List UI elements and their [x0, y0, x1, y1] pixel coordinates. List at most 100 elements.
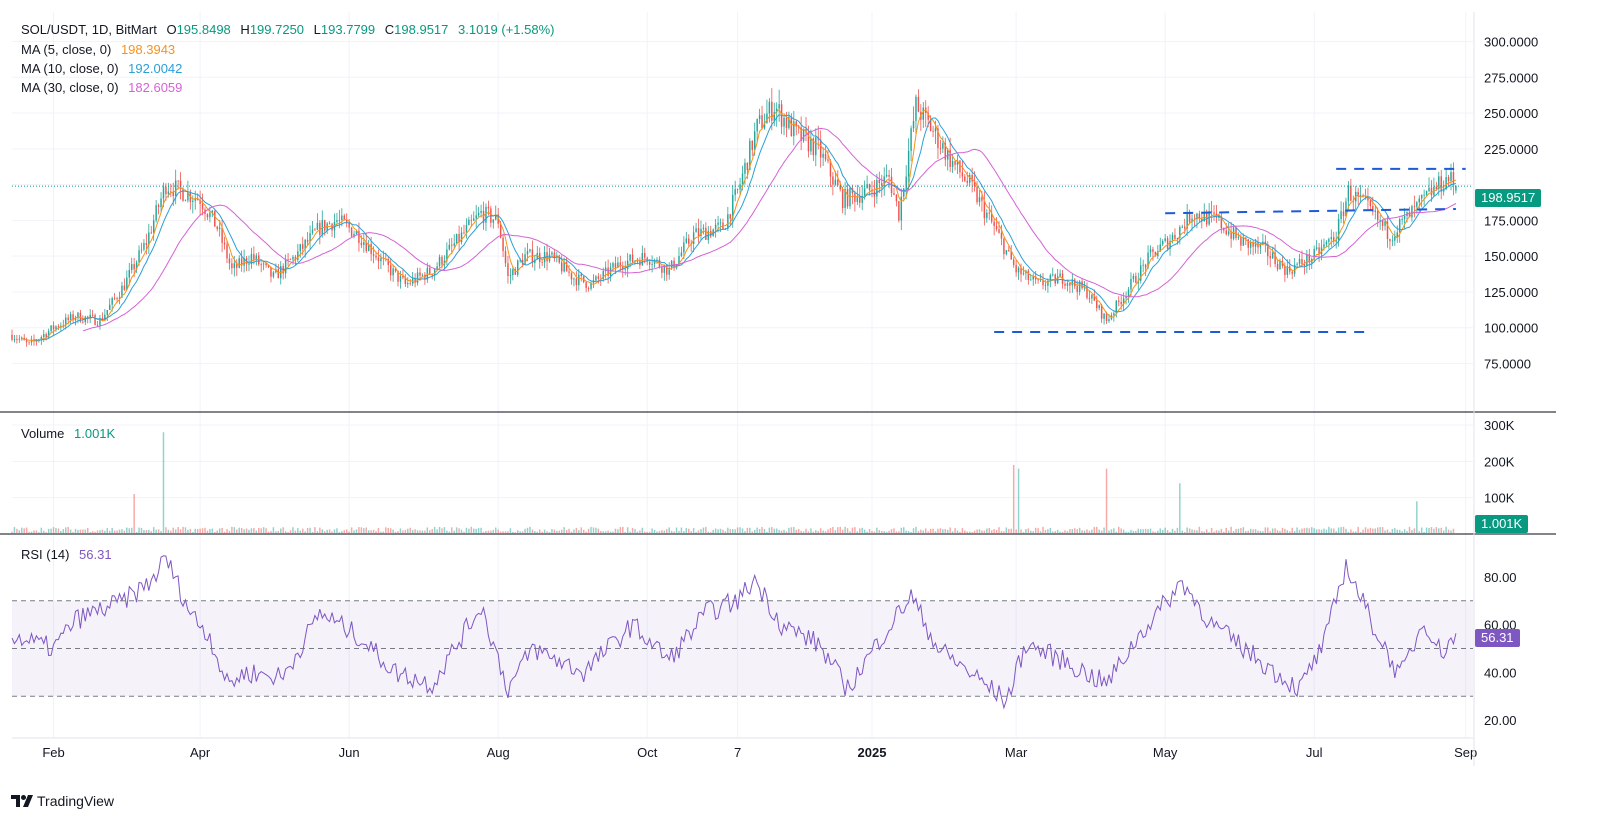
candle-body	[878, 179, 881, 184]
volume-bar	[1012, 464, 1015, 534]
volume-bar	[1396, 529, 1398, 534]
volume-bar	[89, 532, 91, 534]
volume-bar	[1203, 531, 1205, 534]
candle-body	[917, 96, 920, 112]
volume-bar	[1264, 527, 1267, 534]
candle-body	[636, 260, 639, 262]
candle-body	[170, 191, 172, 193]
volume-bar	[1411, 530, 1413, 534]
candle-body	[680, 252, 683, 257]
volume-bar	[1408, 526, 1411, 534]
volume-bar	[275, 531, 277, 534]
candle-body	[157, 205, 160, 208]
volume-bar	[1284, 528, 1286, 534]
candle-body	[380, 257, 382, 262]
candle-body	[763, 123, 766, 129]
candle-body	[1306, 254, 1308, 267]
volume-bar	[1247, 530, 1249, 534]
candle-body	[1359, 195, 1362, 197]
candle-body	[319, 222, 321, 235]
volume-bar	[414, 529, 416, 534]
volume-bar	[1034, 527, 1037, 534]
volume-bar	[1218, 530, 1220, 534]
volume-bar	[546, 531, 548, 534]
candle-body	[929, 119, 932, 131]
candle-body	[1435, 186, 1438, 190]
volume-bar	[609, 531, 612, 534]
candle-body	[521, 259, 524, 265]
volume-bar	[744, 531, 746, 534]
rsi-tick-label: 20.00	[1484, 713, 1517, 728]
candle-body	[177, 180, 179, 182]
candle-body	[397, 270, 399, 282]
low-label: L	[313, 22, 321, 37]
candle-body	[1078, 281, 1081, 293]
volume-bar	[1086, 529, 1088, 534]
volume-bar	[490, 530, 492, 534]
candle-body	[389, 265, 392, 276]
volume-bar	[79, 529, 82, 534]
candle-body	[148, 232, 150, 245]
candle-body	[624, 269, 626, 270]
candle-body	[292, 256, 294, 260]
candle-body	[1337, 218, 1340, 241]
volume-bar	[172, 527, 174, 534]
volume-bar	[807, 531, 810, 534]
candle-body	[470, 219, 473, 221]
candle-body	[959, 160, 961, 173]
volume-bar	[431, 529, 433, 534]
volume-bar	[38, 532, 40, 534]
volume-bar	[1135, 530, 1137, 534]
volume-bar	[394, 531, 397, 534]
volume-bar	[1188, 528, 1191, 534]
volume-bar	[810, 528, 812, 534]
volume-bar	[819, 528, 822, 534]
candle-body	[65, 317, 67, 326]
volume-bar	[377, 528, 380, 534]
candle-body	[844, 188, 846, 209]
volume-bar	[1445, 526, 1447, 534]
volume-bar	[1198, 526, 1201, 534]
volume-bar	[1406, 531, 1408, 534]
candle-body	[133, 264, 135, 270]
candle-body	[1127, 289, 1130, 297]
candle-body	[1088, 297, 1091, 299]
candle-body	[211, 210, 214, 213]
candle-body	[871, 189, 873, 192]
volume-bar	[868, 529, 871, 534]
volume-bar	[404, 529, 407, 534]
candle-body	[1069, 283, 1071, 286]
candle-body	[978, 197, 981, 203]
volume-bar	[453, 530, 455, 534]
candle-body	[1367, 197, 1369, 201]
rsi-tick-label: 80.00	[1484, 570, 1517, 585]
volume-bar	[1193, 530, 1196, 534]
candle-body	[174, 180, 177, 197]
volume-bar	[929, 528, 932, 534]
volume-bar	[700, 528, 702, 534]
candle-body	[771, 101, 773, 121]
volume-bar	[944, 528, 947, 534]
candle-body	[739, 184, 741, 190]
candle-body	[475, 215, 477, 219]
volume-bar	[65, 527, 67, 534]
volume-bar	[363, 528, 365, 534]
candle-body	[1164, 238, 1166, 241]
candle-body	[1071, 279, 1074, 286]
volume-bar	[741, 528, 744, 534]
volume-bar	[1342, 526, 1345, 534]
volume-bar	[898, 531, 900, 534]
candle-body	[350, 227, 353, 237]
volume-bar	[961, 528, 964, 534]
candle-body	[1298, 258, 1301, 264]
volume-bar	[348, 531, 350, 534]
candle-body	[311, 229, 314, 234]
volume-bar	[189, 528, 192, 534]
candle-body	[1142, 264, 1144, 266]
candle-body	[52, 325, 55, 330]
candle-body	[372, 254, 375, 256]
tradingview-logo[interactable]: TradingView	[11, 793, 114, 809]
candle-body	[74, 318, 77, 321]
candle-body	[758, 115, 761, 119]
